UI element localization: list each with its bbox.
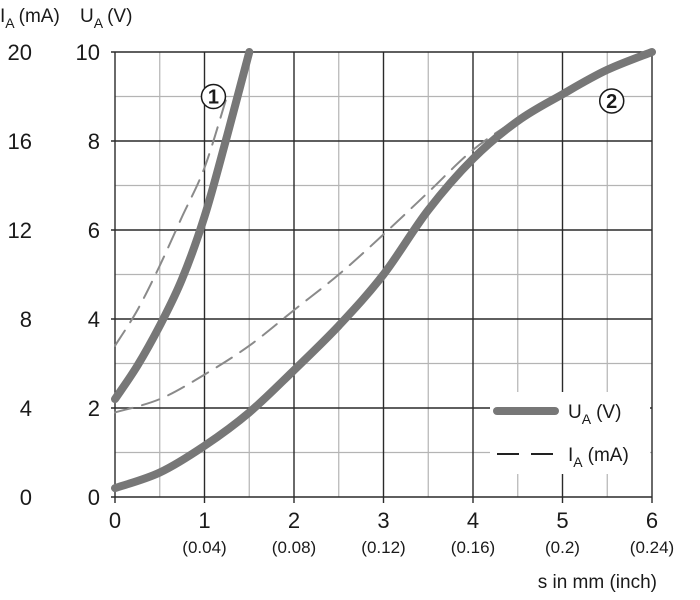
legend-dashed-sub: A — [573, 454, 583, 470]
legend-box — [490, 392, 650, 474]
x-tick-label: 1 — [198, 508, 210, 533]
y-current-tick-label: 4 — [20, 396, 32, 421]
x-tick-sublabel: (0.2) — [545, 538, 580, 557]
y-axis-voltage-label-unit: (V) — [107, 6, 132, 27]
series-line-curve2-dashed — [114, 51, 653, 414]
series-line-curve1-dashed — [114, 95, 228, 347]
y-current-tick-label: 12 — [8, 218, 32, 243]
curve-marker-circle-1 — [200, 83, 227, 110]
y-axis-voltage-label-main: U — [80, 6, 94, 27]
x-tick-sublabel: (0.24) — [630, 538, 674, 557]
y-current-tick-label: 8 — [20, 307, 32, 332]
y-axis-voltage-label-sub: A — [94, 15, 104, 31]
x-tick-sublabel: (0.16) — [451, 538, 495, 557]
curve-marker-label-1: 1 — [208, 87, 219, 109]
y-axis-voltage-ticks: 0 2 4 6 8 10 — [76, 40, 100, 510]
legend-solid-unit: (V) — [596, 402, 621, 423]
series-line-curve2-solid — [111, 48, 656, 493]
curve-marker-label-2: 2 — [606, 91, 617, 113]
x-tick-label: 0 — [109, 508, 121, 533]
y-voltage-tick-label: 10 — [76, 40, 100, 65]
x-tick-sublabel: (0.12) — [361, 538, 405, 557]
legend-dashed-label: IA (mA) — [568, 445, 629, 470]
x-tick-label: 6 — [646, 508, 658, 533]
x-tick-label: 5 — [556, 508, 568, 533]
legend-dashed-main: I — [568, 445, 573, 466]
y-axis-voltage-label: UA (V) — [80, 6, 132, 31]
y-voltage-tick-label: 8 — [88, 129, 100, 154]
x-tick-label: 2 — [288, 508, 300, 533]
y-voltage-tick-label: 0 — [88, 485, 100, 510]
y-axis-current-label-unit: (mA) — [19, 6, 60, 27]
series-layer — [111, 48, 656, 493]
y-axis-current-ticks: 0 4 8 12 16 20 — [8, 40, 32, 510]
y-voltage-tick-label: 6 — [88, 218, 100, 243]
y-current-tick-label: 16 — [8, 129, 32, 154]
legend-solid-sub: A — [582, 411, 592, 427]
legend-solid-main: U — [568, 402, 582, 423]
y-current-tick-label: 0 — [20, 485, 32, 510]
y-voltage-tick-label: 2 — [88, 396, 100, 421]
x-tick-label: 3 — [377, 508, 389, 533]
legend: UA (V) IA (mA) — [490, 392, 650, 474]
x-tick-sublabel: (0.08) — [272, 538, 316, 557]
x-axis-label: s in mm (inch) — [538, 572, 657, 593]
series-line-curve1-solid — [111, 48, 254, 404]
legend-dashed-unit: (mA) — [588, 445, 629, 466]
y-axis-current-label-sub: A — [5, 15, 15, 31]
y-axis-current-label-main: I — [0, 6, 5, 27]
y-current-tick-label: 20 — [8, 40, 32, 65]
x-tick-sublabel: (0.04) — [182, 538, 226, 557]
curve-marker-circle-2 — [598, 88, 625, 114]
legend-solid-label: UA (V) — [568, 402, 621, 427]
x-tick-label: 4 — [467, 508, 479, 533]
x-axis-ticks: 0 1 (0.04) 2 (0.08) 3 (0.12) 4 (0.16) 5 (0.2) 6 (0.2… — [109, 508, 674, 557]
y-voltage-tick-label: 4 — [88, 307, 100, 332]
y-axis-current-label: IA (mA) — [0, 6, 60, 31]
